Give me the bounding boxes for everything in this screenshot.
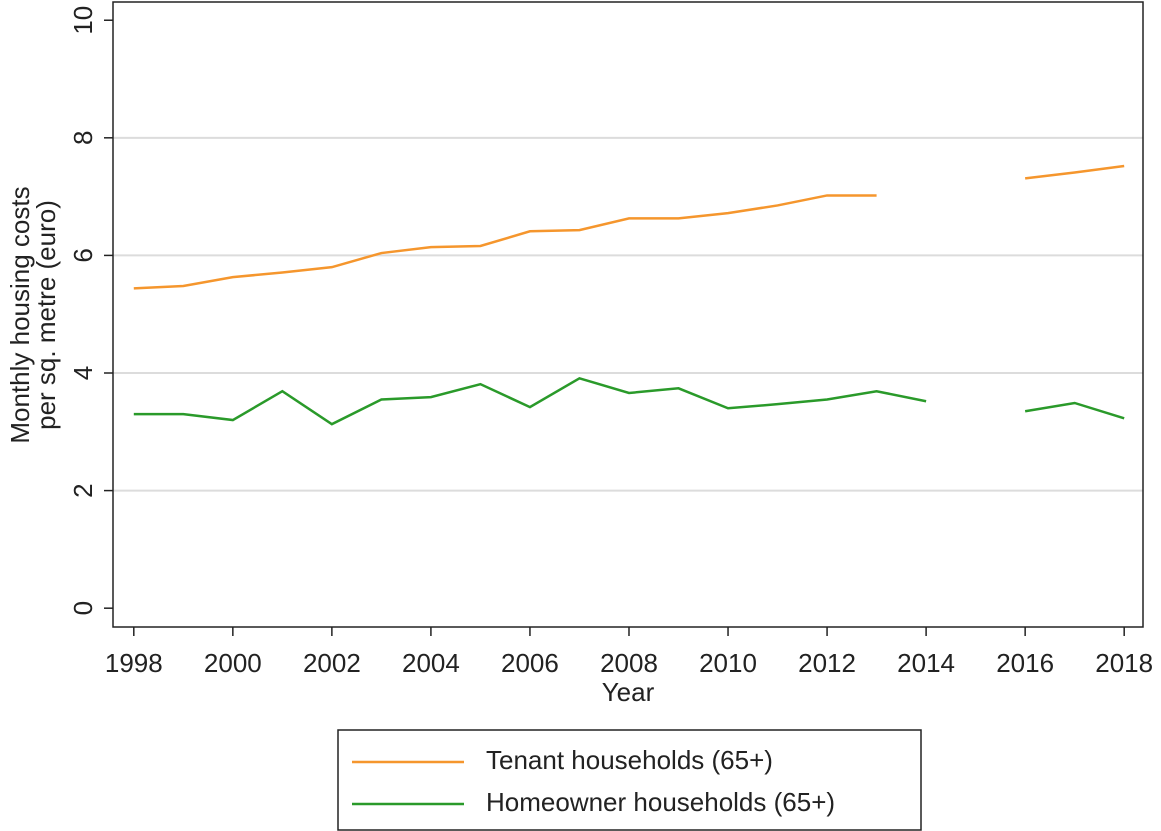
x-tick-label: 2012	[798, 648, 856, 678]
y-tick-label: 0	[68, 601, 98, 615]
x-tick-label: 2000	[204, 648, 262, 678]
legend-label: Homeowner households (65+)	[486, 787, 835, 817]
y-axis-label: per sq. metre (euro)	[31, 200, 61, 430]
y-tick-label: 10	[68, 6, 98, 35]
legend-box	[337, 729, 922, 831]
x-tick-label: 1998	[105, 648, 163, 678]
x-tick-label: 2018	[1095, 648, 1153, 678]
y-tick-label: 4	[68, 366, 98, 380]
x-axis-label: Year	[602, 677, 655, 707]
x-tick-label: 2010	[699, 648, 757, 678]
y-tick-label: 8	[68, 131, 98, 145]
x-tick-label: 2016	[996, 648, 1054, 678]
x-tick-label: 2006	[501, 648, 559, 678]
x-tick-label: 2004	[402, 648, 460, 678]
series-line	[133, 164, 1125, 290]
legend-label: Tenant households (65+)	[486, 745, 773, 775]
y-axis-label: Monthly housing costs	[5, 186, 35, 443]
series-line	[133, 376, 1125, 426]
y-tick-label: 2	[68, 483, 98, 497]
x-tick-label: 2002	[303, 648, 361, 678]
x-tick-label: 2014	[897, 648, 955, 678]
x-tick-label: 2008	[600, 648, 658, 678]
y-tick-label: 6	[68, 248, 98, 262]
plot-frame	[112, 1, 1144, 628]
